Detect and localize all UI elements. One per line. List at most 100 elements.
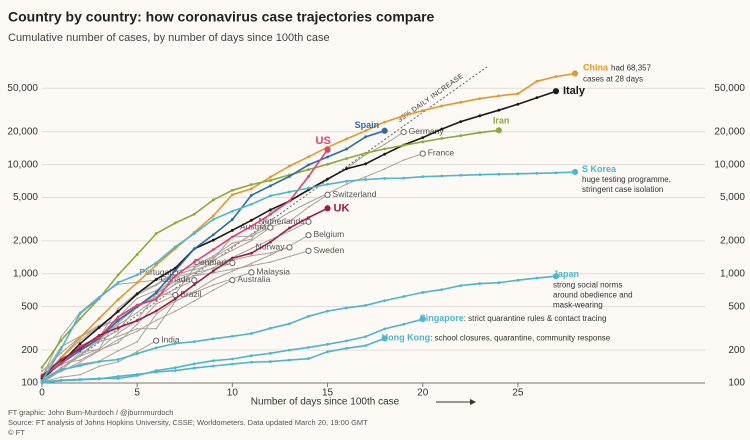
series-label: US (316, 135, 331, 147)
data-point (230, 256, 234, 260)
data-point (192, 283, 196, 286)
data-point (154, 261, 158, 265)
data-point (40, 374, 44, 378)
series-label: Canada (161, 274, 191, 284)
data-point (230, 362, 234, 366)
data-point (117, 332, 120, 335)
data-point (249, 332, 253, 335)
x-tick-label: 15 (322, 388, 334, 399)
data-point (326, 182, 329, 186)
data-point (98, 340, 101, 343)
series-label: Portugal (140, 267, 172, 277)
data-point (269, 194, 272, 198)
data-point (60, 352, 62, 354)
data-point (59, 368, 63, 372)
data-point (307, 201, 310, 204)
data-point (97, 317, 101, 320)
data-point (79, 361, 81, 363)
series-name: UK (334, 202, 350, 214)
data-point (211, 359, 215, 363)
y-tick-label: 1,000 (13, 268, 38, 279)
data-point (269, 222, 272, 225)
data-point (269, 351, 272, 355)
series-line (41, 275, 557, 382)
data-point (231, 245, 234, 248)
data-point (193, 299, 196, 302)
data-point (193, 291, 196, 294)
data-point (364, 162, 368, 166)
data-point (364, 175, 367, 178)
data-point (421, 136, 425, 140)
data-point (59, 362, 63, 366)
y-tick-label: 100 (21, 378, 38, 389)
data-point (97, 326, 101, 329)
data-point (307, 163, 310, 167)
data-point (154, 278, 158, 281)
data-point (459, 100, 463, 104)
data-point (135, 372, 139, 376)
data-point (79, 373, 81, 376)
data-point (364, 344, 368, 348)
data-point (192, 212, 196, 216)
data-point (288, 220, 291, 223)
data-point (324, 205, 331, 212)
series-name: S Korea (582, 164, 617, 174)
data-point (269, 254, 272, 256)
series-name: Spain (355, 120, 380, 130)
data-point (383, 147, 387, 151)
data-point (495, 127, 502, 134)
data-point (535, 276, 539, 280)
data-point (402, 295, 406, 298)
series-name: Malaysia (256, 267, 290, 277)
data-point (135, 253, 139, 256)
data-point (136, 330, 139, 333)
data-point (154, 263, 158, 267)
data-point (326, 342, 329, 346)
data-point (307, 168, 310, 172)
series-name: Sweden (314, 245, 345, 255)
data-point (212, 289, 215, 292)
series-name: Singapore (420, 313, 464, 323)
data-point (135, 292, 139, 296)
data-point (192, 247, 196, 251)
data-point (192, 340, 196, 344)
data-point (136, 297, 139, 300)
data-point (497, 172, 501, 176)
data-point (231, 270, 234, 273)
series-note: had 68,357 (611, 64, 652, 73)
data-point (535, 79, 539, 83)
data-point (78, 344, 82, 348)
data-point (117, 349, 120, 352)
data-point (324, 191, 331, 198)
data-point (116, 281, 120, 284)
data-point (174, 282, 177, 285)
data-point (269, 175, 272, 179)
data-point (173, 274, 177, 278)
data-point (269, 360, 272, 364)
data-point (117, 323, 120, 326)
data-point (288, 199, 291, 203)
data-point (269, 211, 272, 213)
series-note: huge testing programme, (582, 175, 671, 184)
data-point (117, 361, 120, 363)
data-point (173, 245, 177, 249)
data-point (269, 213, 272, 216)
series-name: Denmark (194, 257, 229, 267)
data-point (229, 277, 236, 284)
data-point (211, 198, 215, 202)
data-point (192, 366, 196, 370)
data-point (136, 323, 139, 326)
data-point (40, 381, 44, 385)
data-point (59, 358, 63, 362)
series-note: mask-wearing (553, 300, 603, 309)
data-point (117, 307, 120, 310)
y-tick-label: 2,000 (13, 236, 38, 247)
y-tick-label: 2,000 (720, 236, 745, 247)
data-point (249, 202, 253, 206)
data-point (155, 284, 158, 287)
data-point (421, 140, 425, 144)
series-name: Netherlands (259, 216, 305, 226)
data-point (136, 350, 139, 353)
data-point (250, 247, 253, 250)
data-point (400, 129, 407, 136)
